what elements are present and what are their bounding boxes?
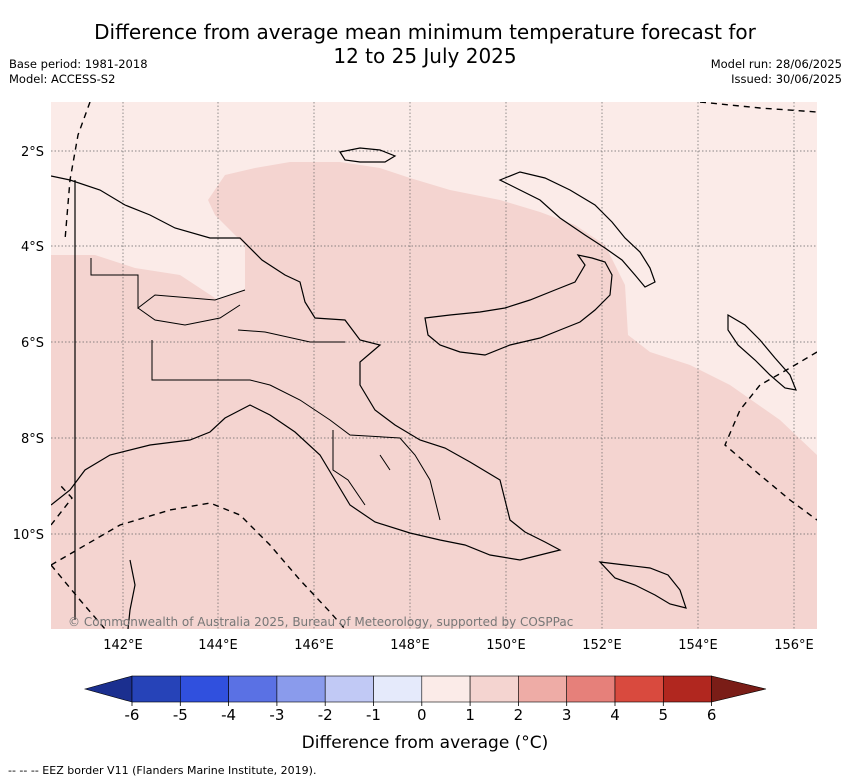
colorbar-title: Difference from average (°C) xyxy=(301,733,549,753)
colorbar: -6 -5 -4 -3 -2 -1 0 1 2 3 4 5 6 xyxy=(83,675,767,724)
bougainville-coast xyxy=(727,313,797,391)
colorbar-segment xyxy=(228,675,278,703)
lon-label-146e: 146°E xyxy=(294,638,334,653)
colorbar-tick-label: 4 xyxy=(610,706,620,724)
anomaly-1-to-2-region xyxy=(51,162,817,629)
new-britain-coast xyxy=(424,254,613,356)
eez-borders xyxy=(51,102,817,629)
new-ireland-coast xyxy=(498,171,656,288)
eez-legend-note: -- -- -- EEZ border V11 (Flanders Marine… xyxy=(8,764,317,777)
manus-island xyxy=(339,147,397,163)
colorbar-segment xyxy=(373,675,423,703)
lon-label-154e: 154°E xyxy=(678,638,718,653)
colorbar-segment xyxy=(662,675,712,703)
colorbar-tick-label: 6 xyxy=(707,706,717,724)
lon-label-156e: 156°E xyxy=(774,638,814,653)
map-title: Difference from average mean minimum tem… xyxy=(0,20,850,68)
colorbar-tick-label: -1 xyxy=(366,706,381,724)
colorbar-tick-label: -2 xyxy=(318,706,333,724)
lon-label-150e: 150°E xyxy=(486,638,526,653)
colorbar-segment xyxy=(324,675,374,703)
colorbar-segment xyxy=(469,675,519,703)
colorbar-tick-label: -5 xyxy=(173,706,188,724)
lon-label-144e: 144°E xyxy=(198,638,238,653)
lat-label-6s: 6°S xyxy=(21,336,44,351)
colorbar-tick-label: 0 xyxy=(417,706,427,724)
colorbar-segment xyxy=(180,675,229,703)
colorbar-extend-low xyxy=(83,675,133,703)
lon-label-152e: 152°E xyxy=(582,638,622,653)
colorbar-segment xyxy=(566,675,616,703)
colorbar-tick-label: 3 xyxy=(562,706,572,724)
colorbar-tick-label: -3 xyxy=(269,706,284,724)
colorbar-segment xyxy=(131,675,181,703)
lon-label-142e: 142°E xyxy=(103,638,143,653)
lat-label-10s: 10°S xyxy=(13,528,44,543)
png-province-boundaries xyxy=(90,258,441,521)
lat-label-4s: 4°S xyxy=(21,240,44,255)
base-period: Base period: 1981-2018 xyxy=(9,57,148,71)
longitude-labels: 142°E 144°E 146°E 148°E 150°E 152°E 154°… xyxy=(103,638,814,653)
colorbar-tick-label: -6 xyxy=(125,706,140,724)
colorbar-tick-label: 1 xyxy=(465,706,475,724)
colorbar-segment xyxy=(421,675,471,703)
model-run: Model run: 28/06/2025 xyxy=(710,57,842,71)
issued-date: Issued: 30/06/2025 xyxy=(731,72,842,86)
colorbar-segment xyxy=(276,675,326,703)
australia-cape-york xyxy=(127,559,136,629)
lat-label-8s: 8°S xyxy=(21,432,44,447)
right-metadata: Model run: 28/06/2025 Issued: 30/06/2025 xyxy=(711,57,842,87)
coastlines-and-boundaries xyxy=(51,147,797,629)
colorbar-tick-label: -4 xyxy=(221,706,236,724)
left-metadata: Base period: 1981-2018 Model: ACCESS-S2 xyxy=(9,57,148,87)
lat-label-2s: 2°S xyxy=(21,145,44,160)
title-line-2: 12 to 25 July 2025 xyxy=(333,44,517,68)
map-panel: © Commonwealth of Australia 2025, Bureau… xyxy=(51,102,817,629)
colorbar-tick-label: 5 xyxy=(659,706,669,724)
colorbar-segment xyxy=(518,675,568,703)
model-name: Model: ACCESS-S2 xyxy=(9,72,116,86)
colorbar-tick-label: 2 xyxy=(514,706,524,724)
colorbar-extend-high xyxy=(711,675,767,703)
latitude-labels: 2°S 4°S 6°S 8°S 10°S xyxy=(13,145,44,543)
copyright-text: © Commonwealth of Australia 2025, Bureau… xyxy=(68,615,573,629)
colorbar-segment xyxy=(614,675,664,703)
title-line-1: Difference from average mean minimum tem… xyxy=(94,20,756,44)
island-group-east xyxy=(598,561,687,609)
new-guinea-mainland-coast xyxy=(51,175,562,561)
lon-label-148e: 148°E xyxy=(390,638,430,653)
